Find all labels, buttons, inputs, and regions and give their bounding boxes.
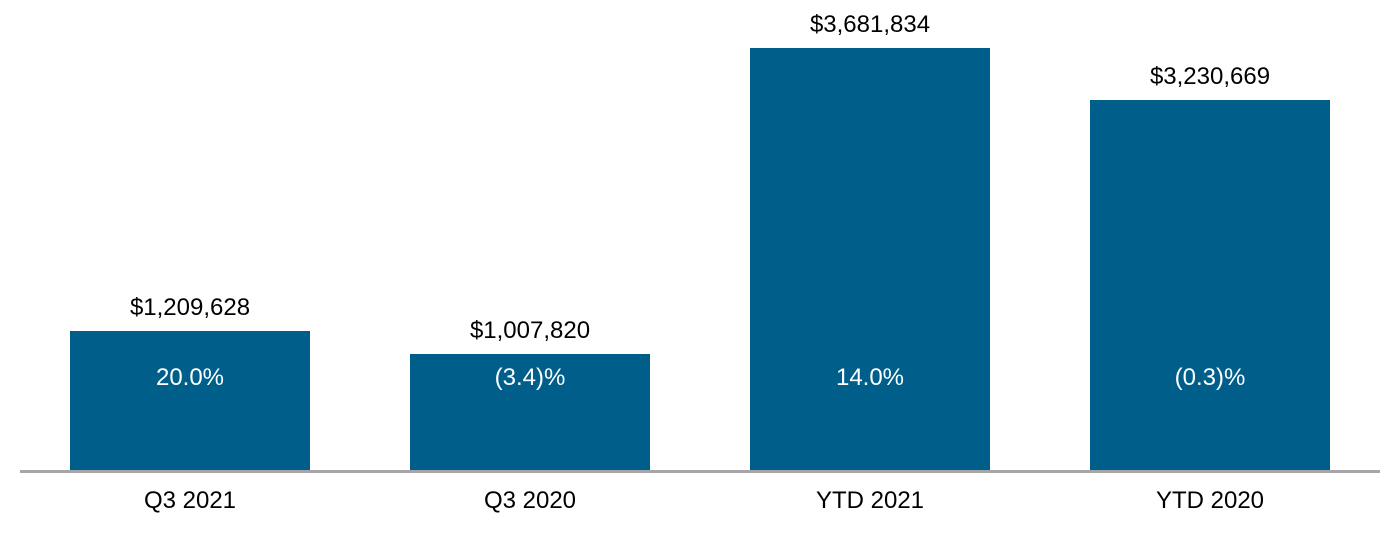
- plot-area: $1,209,628 20.0% $1,007,820 (3.4)% $3,68…: [20, 0, 1380, 470]
- bar: 20.0%: [70, 331, 310, 470]
- bar-percent-label: 20.0%: [155, 364, 225, 391]
- bar-group-ytd-2021: $3,681,834 14.0%: [700, 0, 1040, 470]
- x-axis-label: YTD 2021: [815, 487, 925, 514]
- bar: (3.4)%: [410, 354, 650, 470]
- bar-value-label: $1,007,820: [469, 317, 591, 344]
- bar-value-label: $3,230,669: [1149, 63, 1271, 90]
- x-axis-label: Q3 2021: [143, 487, 237, 514]
- x-axis-label: YTD 2020: [1155, 487, 1265, 514]
- bar-group-q3-2021: $1,209,628 20.0%: [20, 0, 360, 470]
- x-axis-label: Q3 2020: [483, 487, 577, 514]
- bar-value-label: $1,209,628: [129, 294, 251, 321]
- x-axis-line: [20, 470, 1380, 473]
- bar-percent-label: (3.4)%: [494, 364, 566, 391]
- bar-value-label: $3,681,834: [809, 11, 931, 38]
- x-axis-labels: Q3 2021 Q3 2020 YTD 2021 YTD 2020: [20, 487, 1380, 515]
- bar-percent-label: (0.3)%: [1174, 364, 1246, 391]
- bar: (0.3)%: [1090, 100, 1330, 470]
- bar-percent-label: 14.0%: [835, 364, 905, 391]
- bar-group-q3-2020: $1,007,820 (3.4)%: [360, 0, 700, 470]
- bar: 14.0%: [750, 48, 990, 470]
- bar-group-ytd-2020: $3,230,669 (0.3)%: [1040, 0, 1380, 470]
